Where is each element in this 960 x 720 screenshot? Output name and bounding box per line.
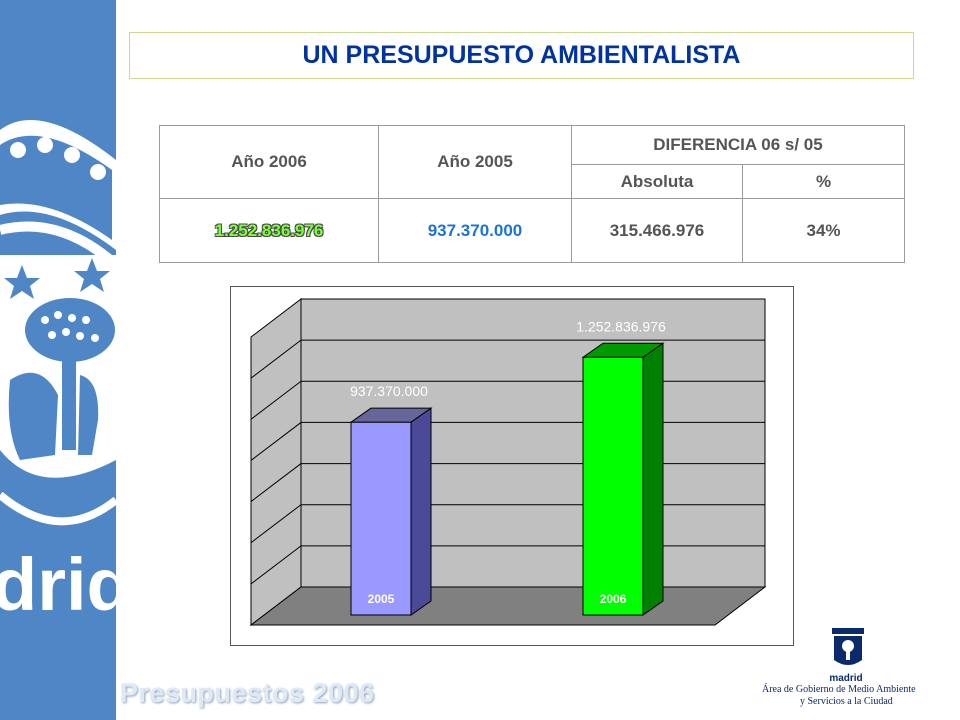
header-2005: Año 2005	[378, 125, 572, 199]
chart-gridline	[250, 463, 302, 502]
header-absolute: Absoluta	[571, 164, 743, 199]
chart-gridline	[250, 339, 302, 379]
page-title: UN PRESUPUESTO AMBIENTALISTA	[302, 41, 741, 69]
category-label-2006: 2006	[600, 592, 627, 606]
madrid-logo-icon	[832, 628, 864, 665]
table-header-row: Año 2006 Año 2005 DIFERENCIA 06 s/ 05	[159, 125, 905, 199]
chart-gridline	[250, 422, 302, 461]
sidebar-banner: drid	[0, 0, 116, 720]
bar-2005	[350, 421, 412, 616]
budget-table: Año 2006 Año 2005 DIFERENCIA 06 s/ 05 Ab…	[159, 125, 905, 263]
cell-value-2006: 1.252.836.976	[159, 198, 379, 263]
bar-side-2005	[410, 407, 432, 616]
madrid-crest-watermark: drid	[0, 120, 116, 626]
logo-caption: Área de Gobierno de Medio Ambiente y Ser…	[760, 684, 960, 708]
chart-gridline	[250, 380, 302, 420]
bar-side-2006	[642, 342, 664, 616]
header-2006: Año 2006	[159, 125, 379, 199]
chart-gridline	[250, 504, 302, 544]
logo-name: madrid	[829, 673, 863, 684]
title-box: UN PRESUPUESTO AMBIENTALISTA	[129, 32, 914, 79]
chart-side-wall	[250, 297, 302, 627]
chart-gridline	[250, 545, 302, 585]
data-label-2006: 1.252.836.976	[576, 318, 666, 334]
bar-top-2005	[349, 407, 433, 423]
header-difference: DIFERENCIA 06 s/ 05	[571, 125, 905, 165]
madrid-wordmark: drid	[0, 543, 116, 626]
logo-line-2: y Servicios a la Ciudad	[800, 696, 893, 707]
cell-absolute-diff: 315.466.976	[571, 198, 743, 263]
footer-label: Presupuestos 2006	[120, 678, 375, 708]
chart-frame: 937.370.000 2005 1.252.836.976 2006	[230, 286, 794, 646]
bar-chart: 937.370.000 2005 1.252.836.976 2006	[249, 297, 767, 627]
category-label-2005: 2005	[368, 592, 395, 606]
table-row: 1.252.836.976 937.370.000 315.466.976 34…	[159, 198, 905, 263]
data-label-2005: 937.370.000	[350, 383, 428, 399]
cell-percent-diff: 34%	[742, 198, 905, 263]
cell-value-2005: 937.370.000	[378, 198, 572, 263]
chart-floor	[249, 586, 767, 626]
bar-2006	[582, 356, 644, 616]
madrid-logo	[820, 620, 950, 720]
bar-top-2006	[581, 342, 665, 358]
table-subheader-row: Absoluta %	[160, 164, 905, 199]
logo-line-1: Área de Gobierno de Medio Ambiente	[762, 684, 916, 695]
header-percent: %	[742, 164, 905, 199]
